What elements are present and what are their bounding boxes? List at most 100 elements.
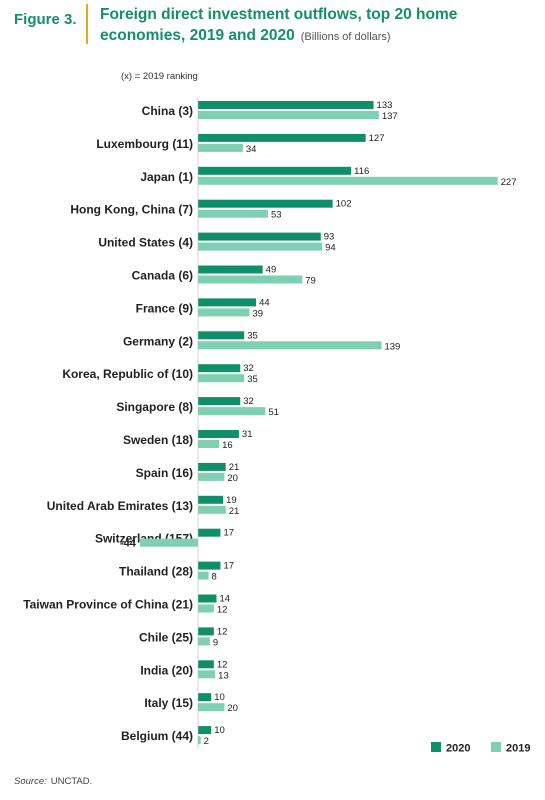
category-label: Taiwan Province of China (21) [23, 598, 193, 612]
category-label: Canada (6) [132, 269, 193, 283]
data-label-2020: 116 [354, 166, 369, 177]
bar-2019 [198, 242, 323, 251]
category-label: Japan (1) [140, 170, 193, 184]
bar-2020 [198, 594, 217, 603]
category-label: Spain (16) [136, 466, 193, 480]
category-label: China (3) [142, 104, 193, 118]
bar-2020 [198, 397, 241, 406]
bar-2020 [198, 627, 214, 636]
data-label-2020: 17 [223, 561, 234, 572]
bar-2020 [198, 166, 352, 175]
bar-2019 [139, 538, 198, 547]
bar-2019 [198, 472, 225, 481]
category-label: Sweden (18) [123, 433, 193, 447]
legend-swatch-2020 [431, 742, 441, 752]
legend-label-2019: 2019 [506, 743, 530, 755]
data-label-2019: 94 [325, 243, 336, 254]
category-label: France (9) [136, 301, 193, 315]
bar-2020 [198, 726, 212, 735]
bar-2019 [198, 703, 225, 712]
data-label-2020: 93 [324, 232, 335, 243]
category-label: Belgium (44) [121, 729, 193, 743]
bar-2019 [198, 176, 498, 185]
data-label-2019: 139 [384, 341, 400, 352]
category-label: Korea, Republic of (10) [62, 367, 193, 381]
category-label: Italy (15) [144, 696, 193, 710]
data-label-2020: 31 [242, 429, 253, 440]
data-label-2019: 227 [501, 177, 517, 188]
bar-2019 [198, 209, 268, 218]
bar-2020 [198, 101, 374, 109]
data-label-2019: 2 [204, 736, 209, 747]
bar-2020 [198, 660, 214, 669]
data-label-2020: 49 [266, 265, 277, 276]
bar-2019 [198, 604, 214, 613]
data-label-2020: 102 [336, 199, 352, 210]
bar-2020 [198, 693, 212, 702]
bar-2020 [198, 528, 221, 537]
data-label-2020: 44 [259, 297, 270, 308]
category-label: United Arab Emirates (13) [47, 499, 193, 513]
figure-label: Figure 3. [14, 11, 77, 28]
bar-2019 [198, 308, 250, 317]
data-label-2019: 35 [247, 374, 258, 385]
category-label: Singapore (8) [116, 400, 193, 414]
bar-2019 [198, 374, 245, 383]
data-label-2020: 133 [377, 100, 393, 111]
source-value: UNCTAD. [50, 776, 93, 787]
bar-2020 [198, 298, 257, 307]
category-label: Luxembourg (11) [96, 137, 193, 151]
bar-2019 [198, 275, 303, 284]
category-label: Thailand (28) [119, 565, 193, 579]
data-label-2019: 53 [271, 210, 282, 221]
data-label-2020: 21 [229, 462, 240, 473]
data-label-2020: 19 [226, 495, 237, 506]
bar-2020 [198, 199, 333, 208]
category-label: Hong Kong, China (7) [70, 203, 193, 217]
source-label: Source: [14, 776, 47, 787]
bar-2020 [198, 462, 226, 471]
data-label-2020: 17 [223, 528, 234, 539]
bar-2019 [198, 670, 216, 679]
data-label-2020: 32 [243, 363, 254, 374]
bar-2020 [198, 495, 224, 504]
data-label-2019: 39 [252, 308, 263, 319]
source-note: Source: UNCTAD. [14, 776, 92, 787]
bar-2020 [198, 133, 366, 142]
bar-2019 [198, 341, 382, 350]
data-label-2019: 51 [268, 407, 279, 418]
bar-2019 [198, 143, 243, 152]
bar-2020 [198, 430, 239, 438]
bar-2019 [198, 637, 210, 646]
category-label: India (20) [140, 663, 193, 677]
data-label-2020: 10 [214, 692, 225, 703]
bar-2020 [198, 331, 245, 340]
data-label-2019: 16 [222, 440, 233, 451]
chart-title-text: Foreign direct investment outflows, top … [100, 6, 458, 44]
bar-2020 [198, 232, 321, 241]
chart-subtitle: (Billions of dollars) [300, 31, 391, 43]
data-label-2019: 9 [213, 637, 218, 648]
bar-2019 [198, 736, 201, 745]
data-label-2020: 12 [217, 626, 228, 637]
legend-swatch-2019 [491, 742, 501, 752]
bar-2020 [198, 265, 263, 274]
bar-2019 [198, 111, 379, 119]
title-divider [86, 4, 88, 44]
legend-label-2020: 2020 [446, 743, 470, 755]
data-label-2019: -44 [120, 538, 137, 550]
ranking-note: (x) = 2019 ranking [121, 71, 198, 82]
bar-2019 [198, 440, 220, 448]
data-label-2020: 14 [219, 594, 230, 605]
bar-2020 [198, 364, 241, 373]
data-label-2020: 35 [247, 330, 258, 341]
category-label: United States (4) [98, 236, 193, 250]
data-label-2020: 127 [369, 133, 385, 144]
data-label-2019: 8 [212, 572, 217, 583]
data-label-2020: 10 [214, 725, 225, 736]
data-label-2020: 32 [243, 396, 254, 407]
bar-2019 [198, 571, 209, 580]
data-label-2019: 12 [217, 605, 228, 616]
data-label-2020: 12 [217, 659, 228, 670]
